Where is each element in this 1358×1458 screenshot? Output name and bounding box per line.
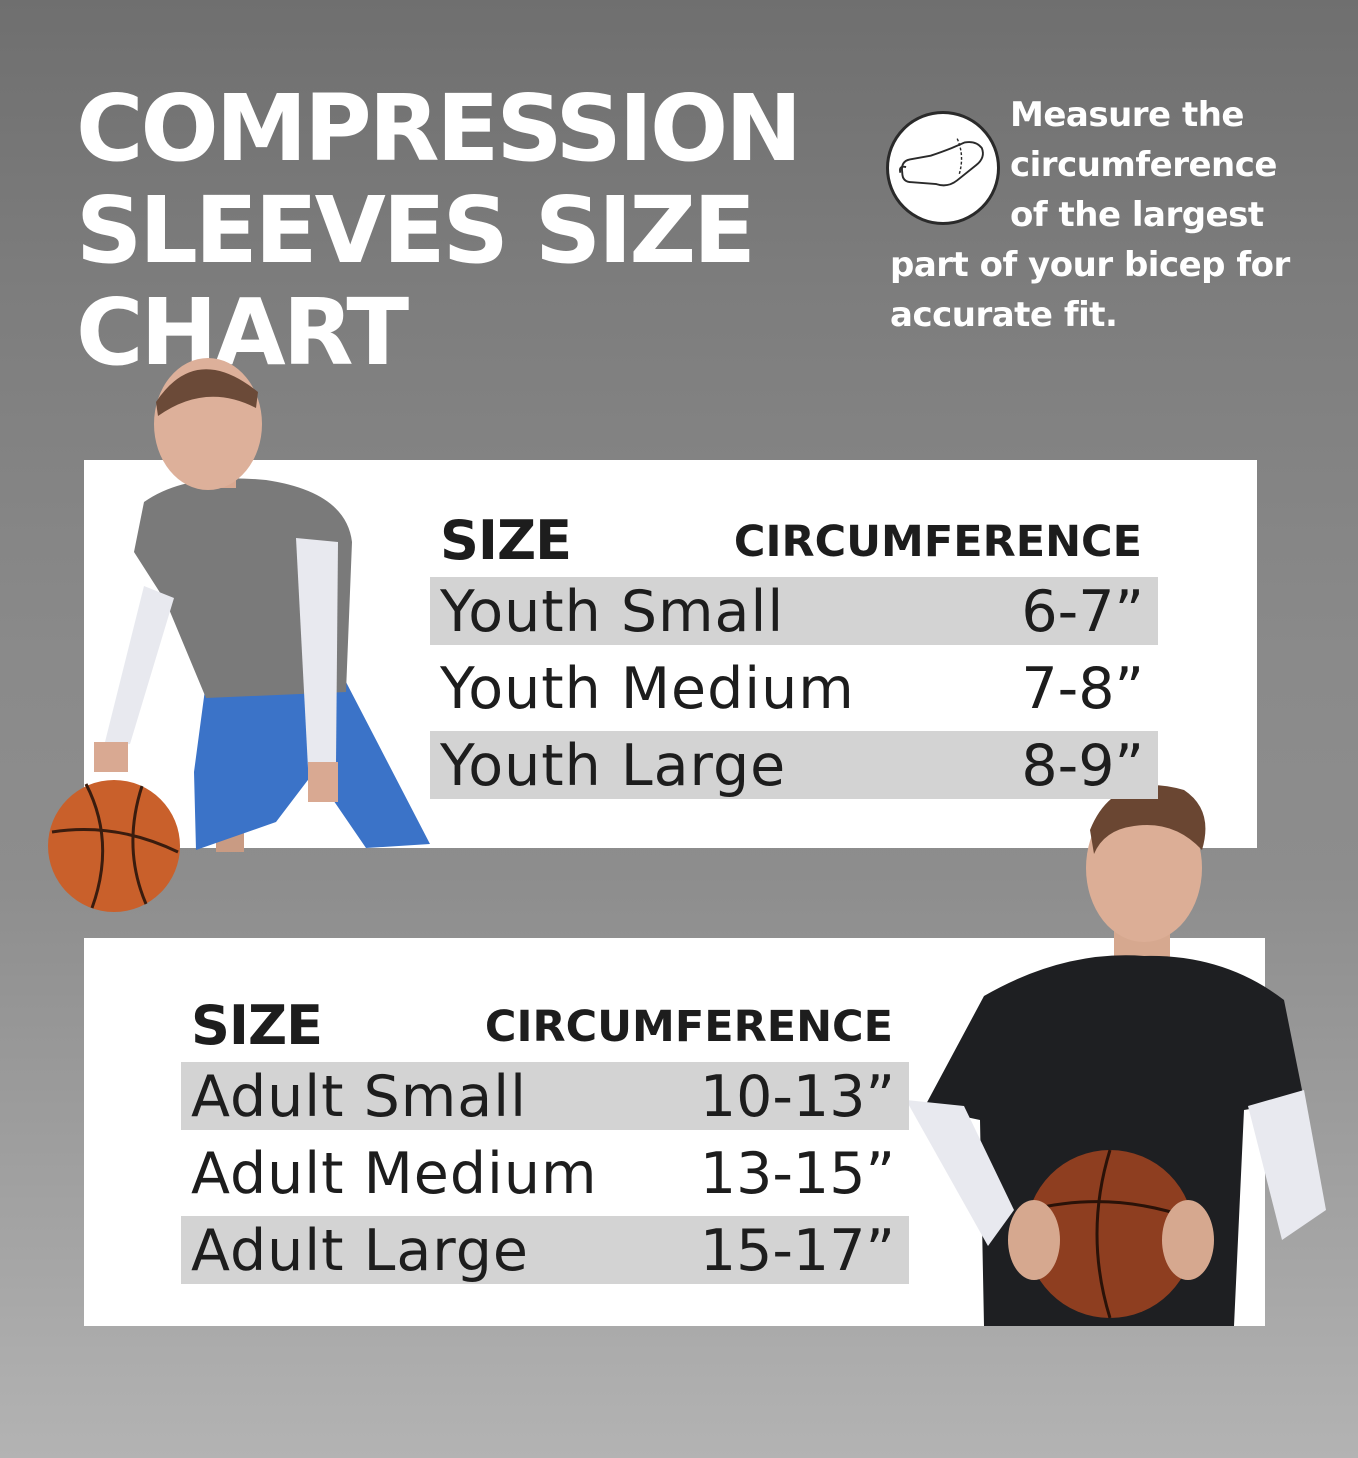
measure-line: Measure the xyxy=(1010,95,1244,135)
circumference-value: 7-8” xyxy=(1021,656,1144,722)
circumference-value: 8-9” xyxy=(1021,733,1144,799)
youth-size-table: SIZE CIRCUMFERENCE Youth Small 6-7” Yout… xyxy=(430,505,1158,808)
circumference-value: 13-15” xyxy=(699,1141,895,1207)
youth-player-photo xyxy=(48,358,430,912)
table-row: Youth Large 8-9” xyxy=(430,731,1158,799)
measure-line: circumference xyxy=(1010,145,1277,185)
measure-line: part of your bicep for xyxy=(890,245,1290,285)
table-row: Adult Medium 13-15” xyxy=(181,1139,909,1207)
measure-line: accurate fit. xyxy=(890,295,1118,335)
size-label: Youth Large xyxy=(440,733,787,799)
title-line: CHART xyxy=(76,279,409,386)
circumference-value: 15-17” xyxy=(699,1218,895,1284)
circumference-value: 6-7” xyxy=(1021,579,1144,645)
table-row: Youth Small 6-7” xyxy=(430,577,1158,645)
adult-player-photo xyxy=(906,785,1326,1326)
size-label: Adult Medium xyxy=(191,1141,598,1207)
size-column-header: SIZE xyxy=(440,509,572,572)
arm-measure-icon xyxy=(886,111,1000,225)
circumference-column-header: CIRCUMFERENCE xyxy=(484,1002,893,1052)
arm-measure-drawing xyxy=(899,138,984,187)
size-column-header: SIZE xyxy=(191,994,323,1057)
circumference-column-header: CIRCUMFERENCE xyxy=(733,517,1142,567)
circumference-value: 10-13” xyxy=(699,1064,895,1130)
measure-line: of the largest xyxy=(1010,195,1264,235)
page-title: COMPRESSION SLEEVES SIZE CHART xyxy=(76,78,876,384)
adult-size-table: SIZE CIRCUMFERENCE Adult Small 10-13” Ad… xyxy=(181,990,909,1293)
size-label: Adult Small xyxy=(191,1064,527,1130)
size-label: Adult Large xyxy=(191,1218,529,1284)
title-line: COMPRESSION xyxy=(76,75,802,182)
table-header: SIZE CIRCUMFERENCE xyxy=(181,990,909,1062)
measure-instructions: Measure the circumference of the largest… xyxy=(890,90,1310,340)
table-header: SIZE CIRCUMFERENCE xyxy=(430,505,1158,577)
table-row: Adult Small 10-13” xyxy=(181,1062,909,1130)
size-label: Youth Small xyxy=(440,579,785,645)
table-row: Youth Medium 7-8” xyxy=(430,654,1158,722)
size-label: Youth Medium xyxy=(440,656,855,722)
title-line: SLEEVES SIZE xyxy=(76,177,756,284)
table-row: Adult Large 15-17” xyxy=(181,1216,909,1284)
